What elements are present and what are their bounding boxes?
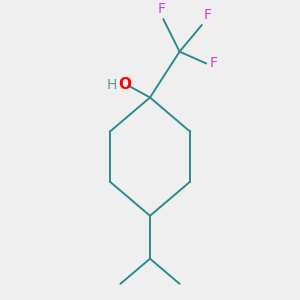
Text: F: F [158, 2, 166, 16]
Text: F: F [203, 8, 211, 22]
Text: H: H [107, 78, 118, 92]
Text: O: O [118, 77, 131, 92]
Text: F: F [210, 56, 218, 70]
